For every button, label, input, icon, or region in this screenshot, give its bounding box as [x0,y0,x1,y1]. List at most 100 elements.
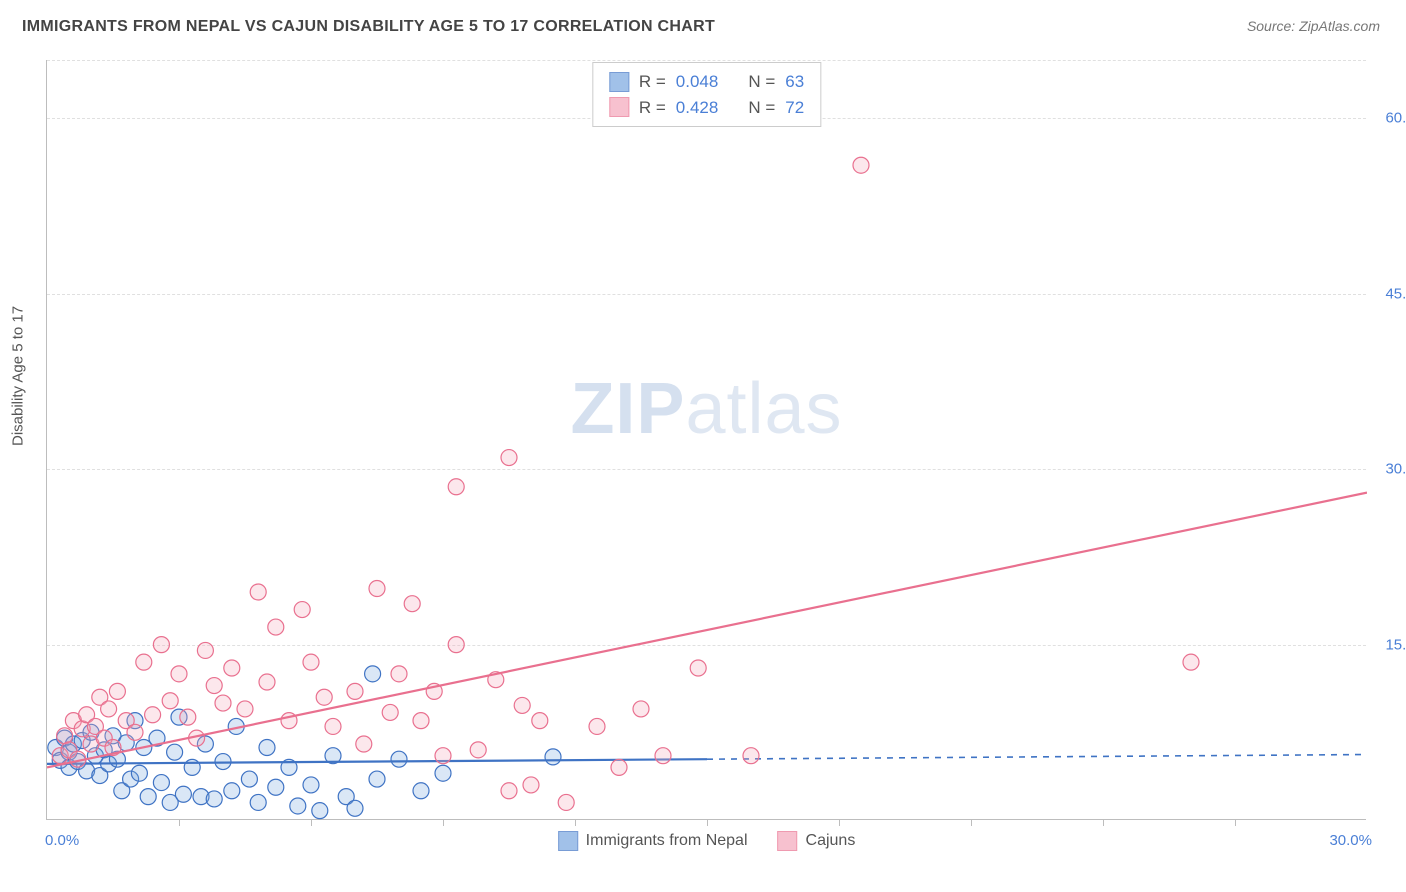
scatter-point-nepal [74,732,90,748]
scatter-point-nepal [118,735,134,751]
r-value-0: 0.048 [676,69,719,95]
n-label: N = [748,95,775,121]
scatter-point-nepal [87,748,103,764]
scatter-point-cajun [501,783,517,799]
scatter-point-cajun [356,736,372,752]
scatter-point-cajun [501,450,517,466]
scatter-point-nepal [109,751,125,767]
y-tick-label: 15.0% [1373,636,1406,653]
scatter-point-nepal [312,803,328,819]
stats-row-0: R = 0.048 N = 63 [609,69,804,95]
scatter-point-nepal [83,724,99,740]
stats-legend-box: R = 0.048 N = 63 R = 0.428 N = 72 [592,62,821,127]
scatter-point-nepal [197,736,213,752]
scatter-point-cajun [189,730,205,746]
scatter-point-cajun [180,709,196,725]
chart-title: IMMIGRANTS FROM NEPAL VS CAJUN DISABILIT… [22,18,715,36]
scatter-point-cajun [79,707,95,723]
scatter-point-nepal [92,768,108,784]
x-tick [443,819,444,826]
y-tick-label: 60.0% [1373,110,1406,127]
legend-swatch-0 [558,831,578,851]
scatter-point-nepal [127,713,143,729]
scatter-point-nepal [153,775,169,791]
scatter-point-nepal [228,718,244,734]
scatter-point-cajun [426,683,442,699]
watermark: ZIPatlas [570,368,842,450]
scatter-point-cajun [109,683,125,699]
y-axis-label: Disability Age 5 to 17 [10,306,27,446]
r-value-1: 0.428 [676,95,719,121]
scatter-point-nepal [193,789,209,805]
scatter-point-cajun [92,689,108,705]
scatter-point-nepal [435,765,451,781]
scatter-point-nepal [136,740,152,756]
scatter-point-cajun [523,777,539,793]
x-tick [839,819,840,826]
scatter-point-nepal [149,730,165,746]
scatter-point-nepal [347,800,363,816]
scatter-point-cajun [101,701,117,717]
scatter-point-cajun [105,740,121,756]
scatter-point-cajun [294,602,310,618]
scatter-point-cajun [96,730,112,746]
scatter-point-nepal [365,666,381,682]
scatter-point-cajun [448,479,464,495]
scatter-point-cajun [162,693,178,709]
scatter-point-cajun [347,683,363,699]
scatter-point-cajun [206,678,222,694]
x-tick [1235,819,1236,826]
scatter-point-nepal [303,777,319,793]
scatter-point-nepal [268,779,284,795]
scatter-point-nepal [48,740,64,756]
scatter-point-nepal [206,791,222,807]
x-tick-label-max: 30.0% [1329,832,1372,849]
scatter-point-cajun [281,713,297,729]
scatter-point-cajun [532,713,548,729]
scatter-point-cajun [514,697,530,713]
x-tick [179,819,180,826]
legend-item-0: Immigrants from Nepal [558,831,748,851]
scatter-point-cajun [237,701,253,717]
legend-swatch-1 [778,831,798,851]
scatter-point-nepal [61,759,77,775]
gridline [47,294,1366,295]
y-tick-label: 30.0% [1373,461,1406,478]
scatter-point-nepal [105,728,121,744]
scatter-point-nepal [290,798,306,814]
scatter-point-nepal [259,740,275,756]
trendline-cajun [47,493,1367,768]
x-tick-label-min: 0.0% [45,832,79,849]
x-tick [311,819,312,826]
scatter-point-nepal [131,765,147,781]
scatter-point-nepal [215,754,231,770]
scatter-point-cajun [404,596,420,612]
scatter-point-cajun [70,751,86,767]
trendline-nepal [47,759,707,764]
scatter-point-cajun [558,794,574,810]
scatter-point-nepal [171,709,187,725]
x-tick [1103,819,1104,826]
scatter-point-cajun [145,707,161,723]
scatter-point-cajun [690,660,706,676]
scatter-point-cajun [316,689,332,705]
scatter-point-cajun [1183,654,1199,670]
scatter-point-nepal [281,759,297,775]
scatter-point-nepal [167,744,183,760]
scatter-point-cajun [655,748,671,764]
r-label: R = [639,95,666,121]
scatter-point-cajun [633,701,649,717]
scatter-point-nepal [175,786,191,802]
watermark-light: atlas [685,369,842,449]
scatter-point-cajun [127,724,143,740]
x-tick [575,819,576,826]
scatter-point-nepal [545,749,561,765]
r-label: R = [639,69,666,95]
scatter-point-cajun [268,619,284,635]
n-value-1: 72 [785,95,804,121]
gridline [47,645,1366,646]
scatter-point-nepal [96,742,112,758]
source-attribution: Source: ZipAtlas.com [1247,18,1380,34]
scatter-point-cajun [488,672,504,688]
scatter-point-cajun [325,718,341,734]
